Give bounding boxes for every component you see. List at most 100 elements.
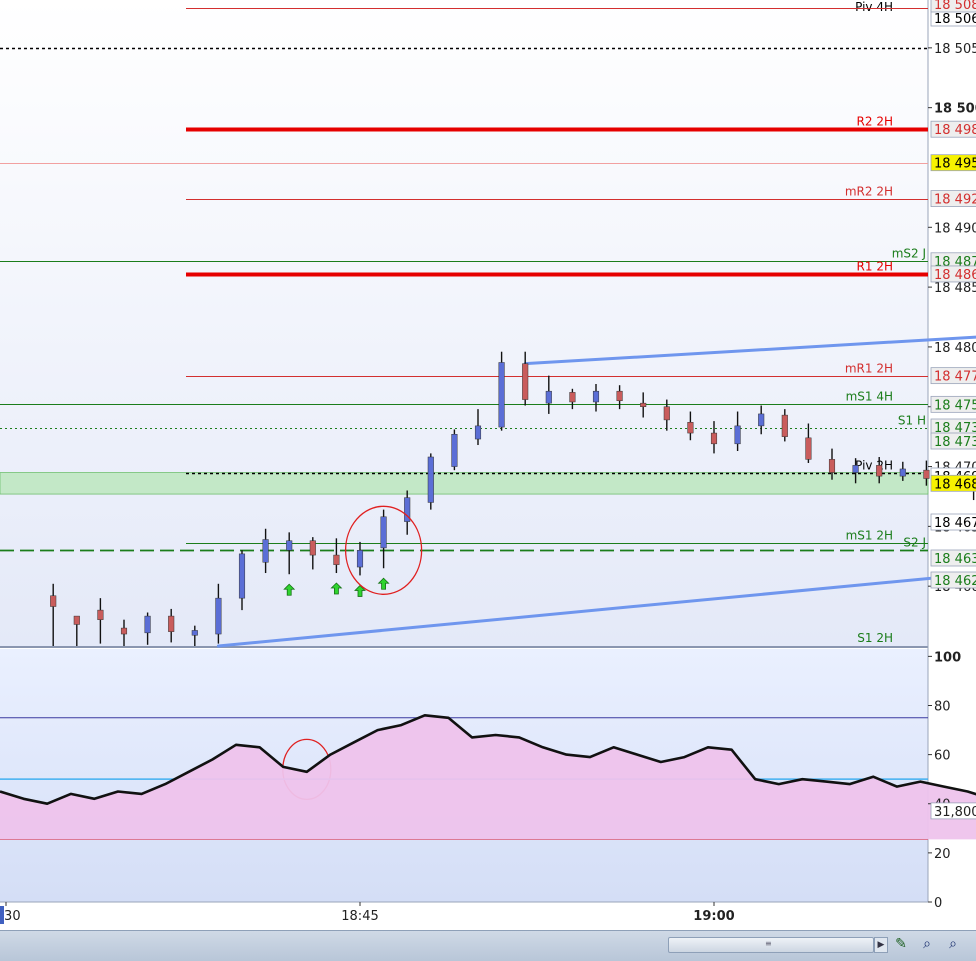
pencil-icon[interactable]: ✎: [895, 936, 907, 952]
price-badge-box: [930, 571, 976, 589]
candle-body: [427, 456, 434, 503]
oscillator-value-badge: 31,800: [930, 802, 976, 820]
horizontal-scrollbar[interactable]: ≡: [668, 937, 874, 953]
price-tick-label: 18 500: [934, 102, 976, 117]
price-badge-text: 18 492: [934, 193, 976, 208]
candle-1907: [876, 456, 883, 484]
candle-body: [120, 627, 128, 635]
candle-body: [309, 540, 316, 556]
level-label-r1-2h: R1 2H: [857, 260, 893, 274]
candle-1844: [333, 538, 340, 574]
oscillator-tick-label: 80: [934, 699, 951, 714]
candle-1836: [144, 612, 151, 645]
candle-1903: [781, 409, 788, 442]
price-badge: 18 467: [930, 513, 976, 531]
candle-1837: [168, 608, 175, 643]
time-tick-label: 0:30: [0, 909, 21, 924]
price-tick-label: 18 485: [934, 281, 976, 296]
candle-1851: [498, 351, 505, 431]
candle-body: [758, 413, 765, 427]
candle-body: [545, 390, 552, 404]
price-badge-text: 18 473: [934, 435, 976, 450]
zoom-out-icon[interactable]: ⌕: [949, 936, 957, 952]
candle-1845: [356, 541, 364, 576]
candle-1847: [404, 490, 411, 535]
candle-body: [73, 615, 80, 625]
candle-body: [191, 630, 198, 636]
candle-1848: [427, 453, 434, 510]
time-axis-background: [0, 902, 976, 930]
price-badge-box: [930, 367, 976, 385]
price-badge-text: 18 508: [934, 0, 976, 13]
candle-1838: [191, 625, 198, 646]
scrollbar-grip[interactable]: ≡: [765, 939, 772, 948]
candle-body: [238, 553, 246, 599]
candle-body: [899, 468, 906, 477]
candle-1909: [923, 460, 930, 486]
price-badge: 18 495: [930, 154, 976, 172]
price-badge-box: [930, 513, 976, 531]
candle-1839: [215, 583, 222, 644]
buy-arrow-icon: [354, 584, 366, 597]
candle-body: [569, 392, 576, 403]
candle-body: [380, 516, 387, 549]
trendline-2: [216, 572, 976, 648]
candle-body: [97, 609, 104, 620]
price-badge-text: 18 498: [934, 123, 976, 138]
candle-1843: [309, 537, 316, 570]
price-badge: 18 462: [930, 571, 976, 589]
price-badge-text: 18 468: [934, 477, 976, 492]
price-badge: 18 506: [930, 9, 976, 27]
oscillator-value-badge-box: [930, 802, 976, 820]
level-label-ms1-2h: mS1 2H: [846, 529, 893, 543]
level-label-mr1-2h: mR1 2H: [845, 362, 893, 376]
level-label-ms1-4h: mS1 4H: [846, 390, 893, 404]
candle-1908: [899, 461, 906, 481]
trendline-1: [523, 335, 976, 366]
candle-body: [592, 390, 600, 403]
candle-body: [286, 540, 293, 551]
candle-1858: [663, 399, 670, 431]
candle-1840: [238, 550, 246, 611]
candle-body: [333, 554, 340, 565]
candle-body: [710, 432, 718, 445]
candle-body: [852, 465, 859, 473]
price-chart[interactable]: Piv 4H R2 2H mR2 2H mS2 JR1 2H mR1 2H mS1 4H S…: [0, 0, 976, 930]
time-tick-label: 18:45: [341, 909, 378, 924]
price-badge: 18 486: [930, 265, 976, 283]
level-label-s1-2h: S1 2H: [857, 631, 893, 645]
price-badge: 18 468: [930, 474, 976, 492]
bottom-toolbar: ≡ ▶ ✎ ⌕ ⌕: [0, 930, 976, 961]
price-badge-text: 18 477: [934, 370, 976, 385]
candle-1841: [262, 528, 269, 574]
scroll-right-button[interactable]: ▶: [874, 937, 888, 953]
time-tick-label: 19:00: [693, 909, 734, 924]
zoom-icon[interactable]: ⌕: [923, 936, 931, 952]
oscillator-tick-label: 100: [934, 650, 961, 665]
time-axis-scroll-marker: [0, 906, 4, 924]
buy-arrow-icon: [377, 577, 390, 590]
price-badge: 18 473: [930, 418, 976, 436]
price-badge-text: 18 462: [934, 574, 976, 589]
candle-body: [781, 414, 788, 437]
candle-body: [50, 595, 57, 607]
candle-1834: [97, 598, 104, 644]
candle-body: [616, 390, 623, 402]
level-label-piv-2h: Piv 2H: [855, 459, 893, 473]
candle-1906: [852, 458, 859, 484]
candle-body: [734, 425, 741, 445]
candle-1835: [120, 619, 128, 646]
candle-body: [474, 425, 482, 440]
candle-body: [640, 402, 647, 407]
price-badge-box: [930, 395, 976, 413]
oscillator-tick-label: 0: [934, 896, 942, 911]
candle-body: [663, 406, 670, 421]
candle-body: [168, 615, 175, 632]
candle-1832: [50, 583, 57, 646]
level-label-piv-4h: Piv 4H: [855, 0, 893, 14]
candle-1850: [474, 409, 482, 446]
level-label-s1-h: S1 H: [898, 414, 926, 428]
oscillator-tick-label: 60: [934, 749, 951, 764]
candle-1853: [545, 375, 552, 414]
price-tick-label: 18 480: [934, 341, 976, 356]
